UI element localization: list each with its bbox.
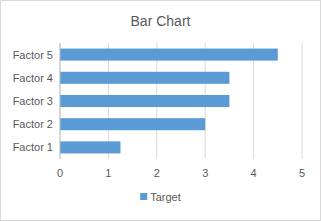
bar: [60, 95, 229, 107]
bars: [60, 49, 278, 154]
tick-label: 3: [202, 167, 208, 179]
tick-label: 1: [105, 167, 111, 179]
chart-border: [1, 1, 321, 221]
tick-label: 0: [57, 167, 63, 179]
legend-swatch: [140, 193, 147, 200]
legend-label: Target: [150, 191, 181, 203]
tick-label: 4: [251, 167, 257, 179]
category-label: Factor 5: [13, 49, 53, 61]
category-axis: [60, 43, 61, 159]
bar: [60, 72, 229, 84]
bar: [60, 118, 205, 130]
tick-label: 2: [154, 167, 160, 179]
chart: Bar Chart 0 1 2 3 4 5 Factor 1 Factor 2 Factor 3 F…: [0, 0, 321, 221]
tick-label: 5: [299, 167, 305, 179]
grid-line: [60, 43, 61, 159]
category-label: Factor 3: [13, 95, 53, 107]
chart-title: Bar Chart: [131, 13, 191, 29]
category-label: Factor 4: [13, 72, 53, 84]
bar: [60, 49, 278, 61]
category-label: Factor 1: [13, 141, 53, 153]
category-label: Factor 2: [13, 118, 53, 130]
grid-line: [302, 43, 303, 159]
bar: [60, 141, 121, 153]
legend: Target: [140, 191, 181, 203]
